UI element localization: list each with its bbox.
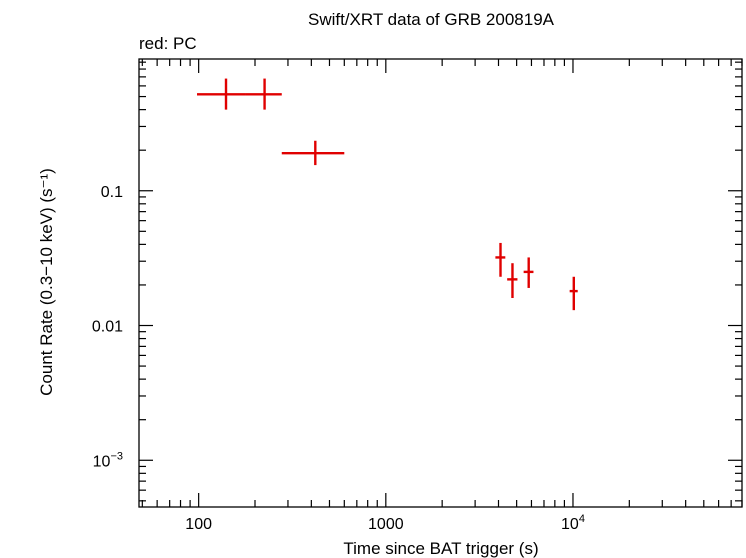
data-point	[523, 257, 534, 288]
x-tick-label: 1000	[368, 516, 404, 533]
plot-frame	[138, 58, 743, 508]
data-point	[281, 140, 345, 166]
axis-ticks	[139, 59, 743, 507]
data-point	[197, 78, 246, 110]
x-axis-label: Time since BAT trigger (s)	[343, 539, 538, 558]
data-point	[507, 263, 518, 299]
data-point	[495, 242, 506, 277]
chart-title: Swift/XRT data of GRB 200819A	[308, 10, 555, 29]
x-tick-label: 100	[185, 516, 212, 533]
data-series-pc	[197, 78, 578, 311]
axis-tick-labels: 100 1000 104 0.1 0.01 10−3	[92, 184, 585, 533]
x-tick-label: 104	[561, 513, 585, 533]
data-point	[245, 78, 282, 110]
y-tick-label: 0.01	[92, 319, 123, 336]
y-tick-label: 0.1	[101, 184, 123, 201]
y-axis-label: Count Rate (0.3−10 keV) (s⁻¹)	[37, 168, 56, 396]
chart-subtitle: red: PC	[139, 34, 197, 53]
y-tick-label: 10−3	[93, 450, 123, 470]
data-point	[569, 276, 578, 311]
plot-area	[138, 58, 743, 508]
